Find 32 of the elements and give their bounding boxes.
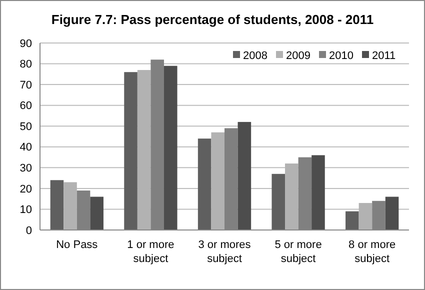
legend-label: 2009 bbox=[286, 50, 310, 62]
bar bbox=[272, 174, 286, 230]
bar bbox=[90, 196, 104, 230]
x-tick-label: 5 or more subject bbox=[274, 239, 322, 265]
y-tick-label: 40 bbox=[20, 142, 32, 154]
y-tick-label: 60 bbox=[20, 100, 32, 112]
x-tick-label: No Pass bbox=[56, 239, 98, 251]
legend-label: 2010 bbox=[329, 50, 354, 62]
bar bbox=[164, 66, 178, 230]
bar bbox=[211, 132, 224, 230]
bar bbox=[137, 70, 151, 230]
legend-label: 2008 bbox=[243, 50, 268, 62]
y-tick-label: 10 bbox=[20, 204, 32, 216]
legend-label: 2011 bbox=[372, 50, 396, 62]
bar bbox=[346, 211, 359, 230]
y-tick-label: 50 bbox=[20, 120, 32, 133]
y-tick-label: 70 bbox=[20, 79, 32, 92]
x-tick-label: 1 or more subject bbox=[127, 239, 174, 265]
x-tick-label: 3 or mores subject bbox=[198, 239, 252, 265]
y-tick-label: 0 bbox=[26, 224, 32, 237]
y-tick-label: 20 bbox=[20, 183, 32, 196]
y-tick-label: 30 bbox=[20, 162, 32, 175]
chart-title: Figure 7.7: Pass percentage of students, 2008 - 2011 bbox=[51, 12, 374, 27]
bar bbox=[198, 138, 212, 230]
y-tick-label: 90 bbox=[20, 38, 32, 50]
x-tick-label: 8 or more subject bbox=[348, 239, 396, 265]
bar bbox=[124, 72, 138, 230]
bar bbox=[50, 180, 64, 230]
bar bbox=[312, 155, 325, 230]
bar bbox=[238, 122, 252, 230]
bar bbox=[385, 196, 399, 230]
y-tick-label: 80 bbox=[20, 58, 32, 71]
